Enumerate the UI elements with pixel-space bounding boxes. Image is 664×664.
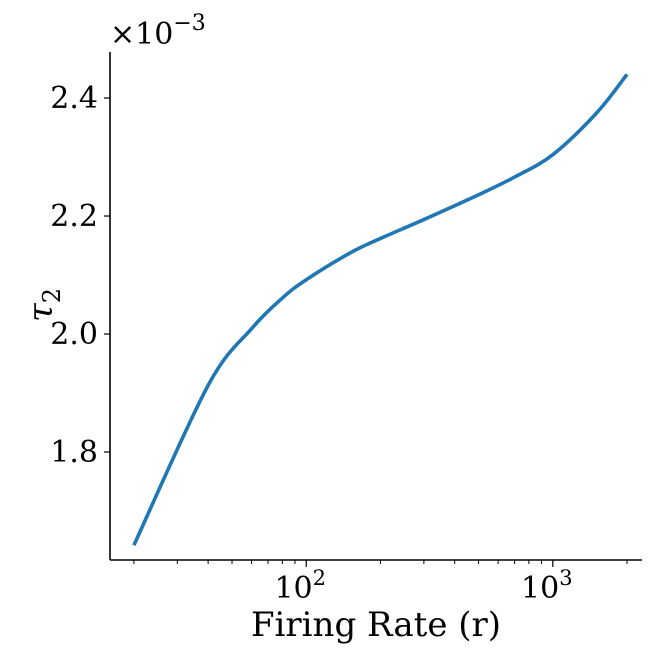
y-multiplier-exponent: −3 (173, 11, 205, 36)
y-tick-label: 1.8 (50, 435, 98, 470)
y-tick-label: 2.0 (50, 317, 98, 352)
y-multiplier-label: ×10−3 (110, 11, 206, 52)
series-layer (132, 73, 629, 547)
axes (109, 52, 642, 561)
y-axis-label-subscript: 2 (38, 288, 66, 303)
x-tick-label: 102 (274, 566, 326, 606)
x-axis-label: Firing Rate (r) (251, 605, 501, 645)
y-tick-label: 2.2 (50, 199, 98, 234)
series-line (132, 73, 629, 547)
y-axis-label: τ2 (21, 288, 66, 322)
y-tick-label: 2.4 (50, 81, 98, 116)
x-tick-label: 103 (521, 566, 573, 606)
y-multiplier-base: ×10 (110, 17, 173, 52)
y-axis-label-symbol: τ (21, 302, 61, 322)
tick-layer: 1.8 2.0 2.2 2.4 102 103 (50, 81, 628, 606)
